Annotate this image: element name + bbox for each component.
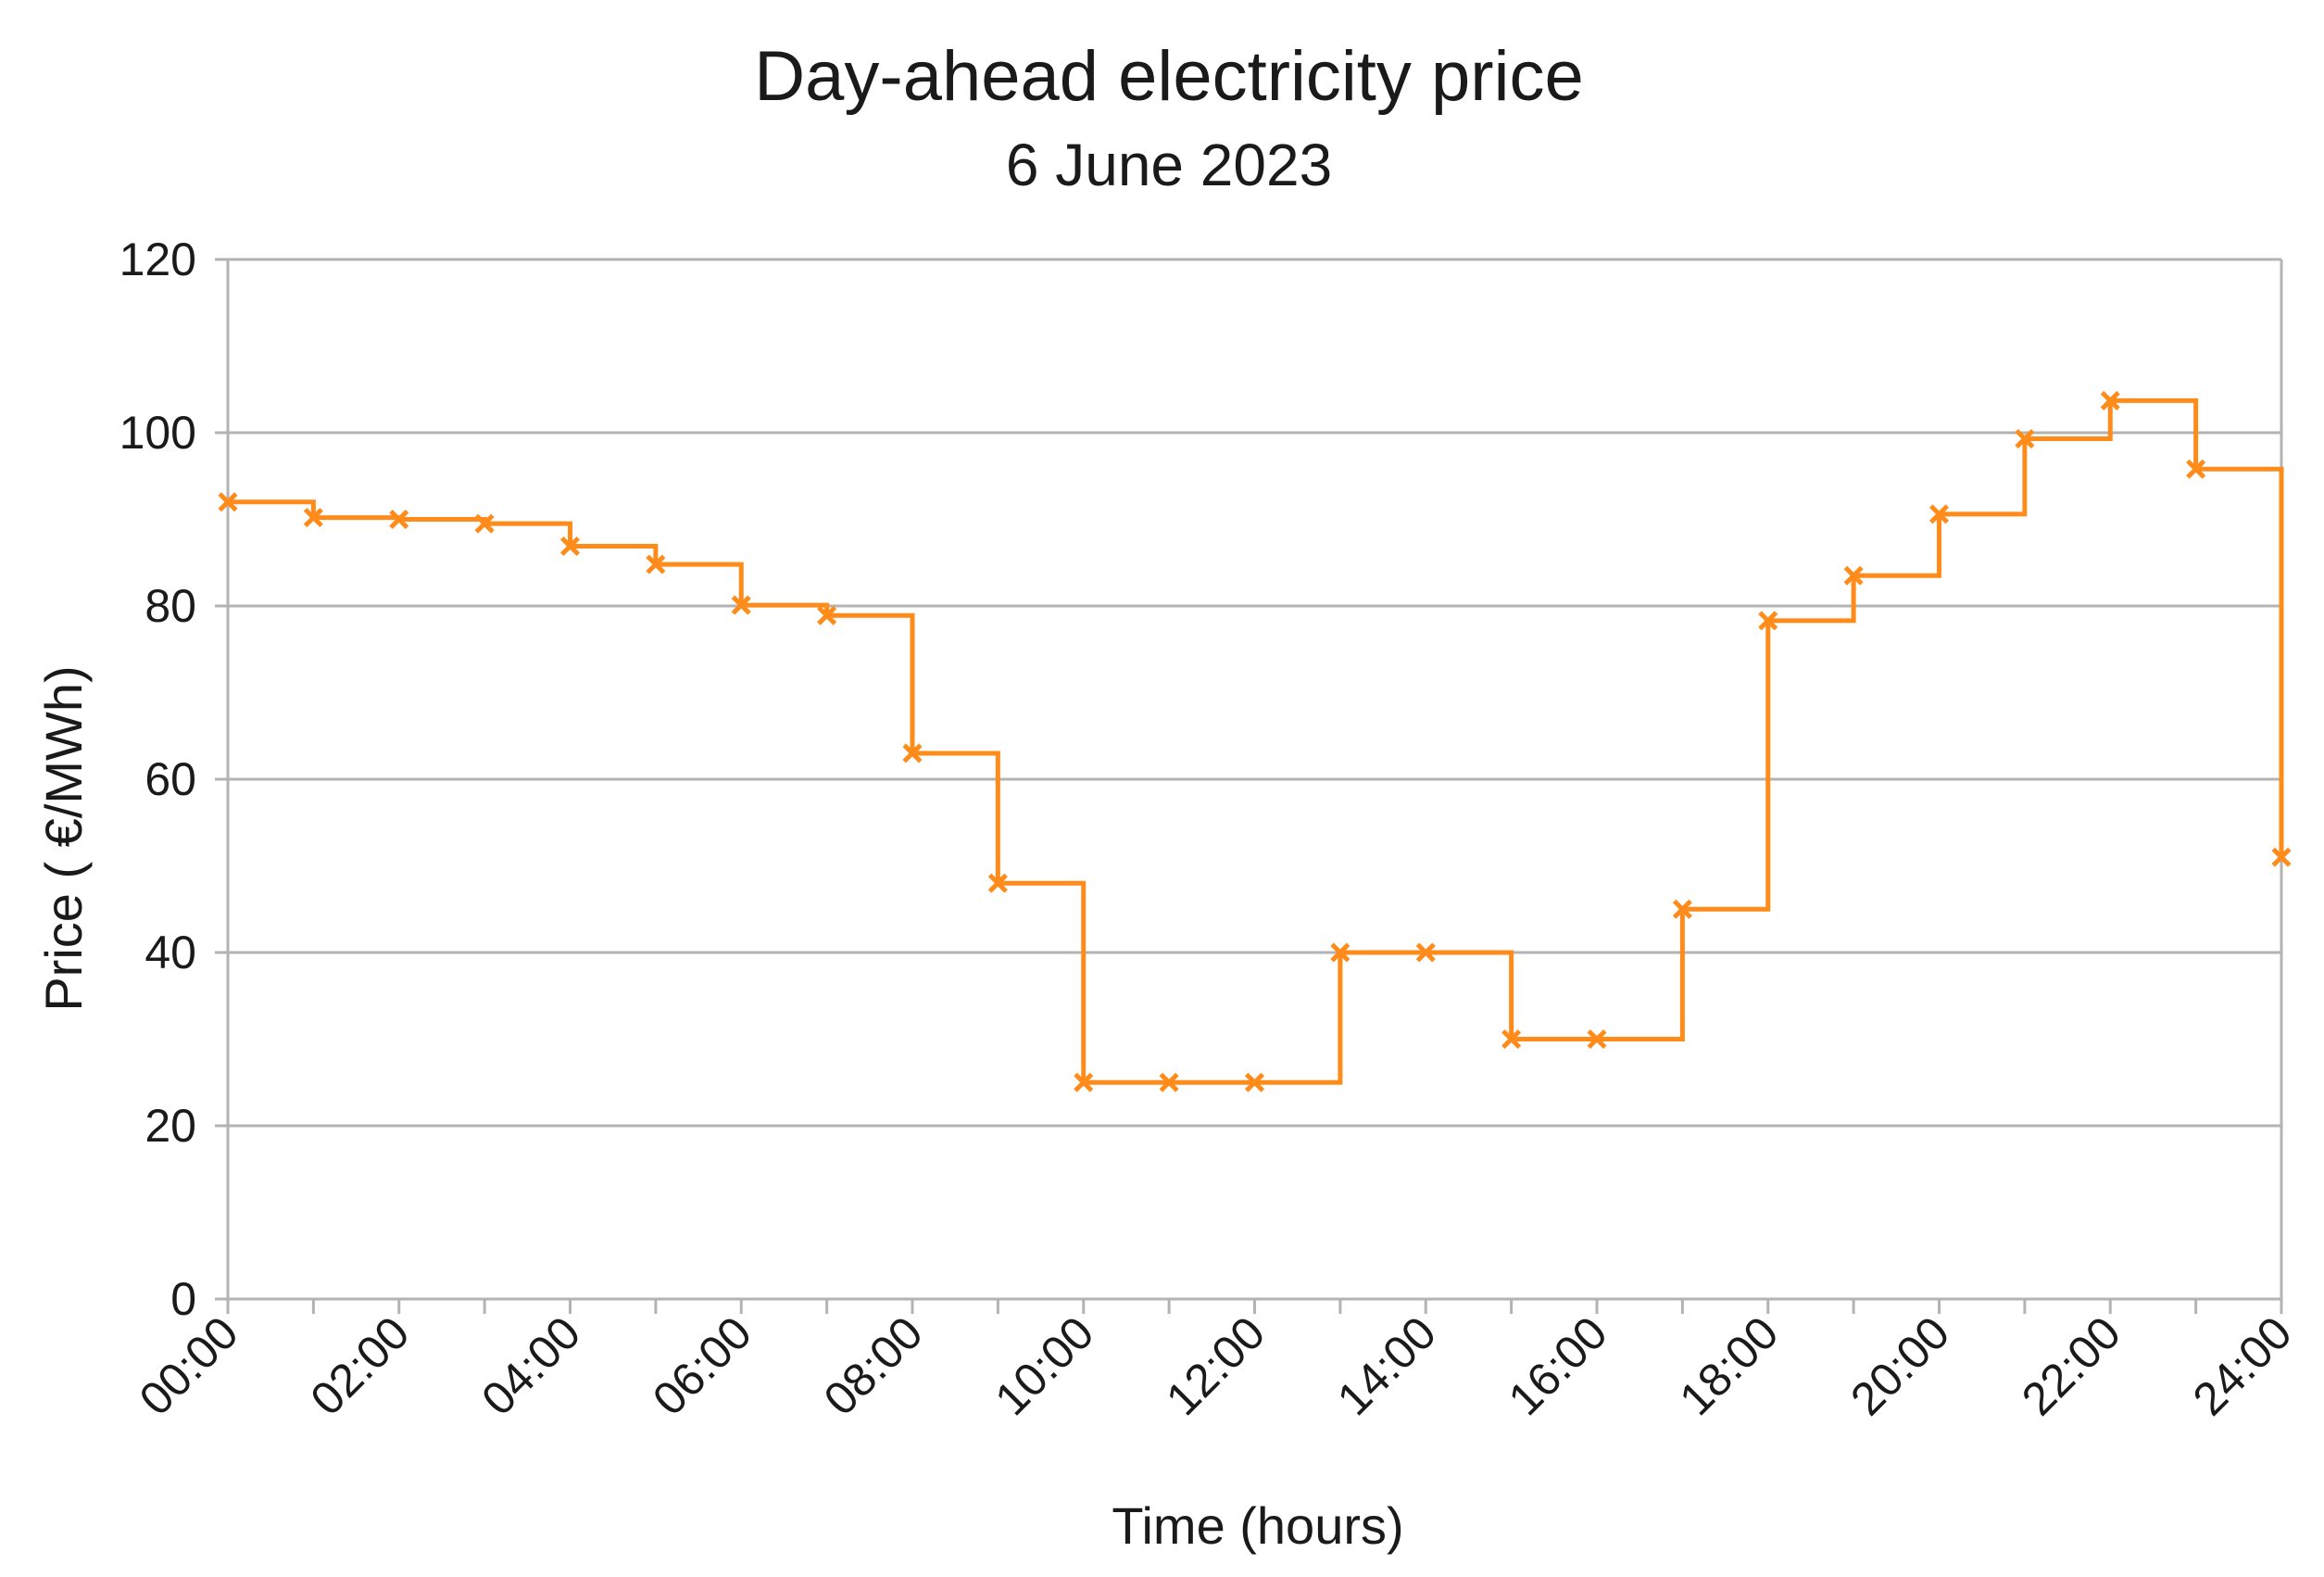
y-tick-label: 100 xyxy=(119,407,196,459)
marker-stroke xyxy=(817,605,837,625)
x-tick-label: 18:00 xyxy=(1669,1306,1788,1425)
data-point-marker xyxy=(389,509,409,530)
data-point-marker xyxy=(2186,459,2206,479)
x-tick-label: 16:00 xyxy=(1499,1306,1617,1425)
y-tick-label: 80 xyxy=(144,580,196,632)
marker-stroke xyxy=(902,743,923,763)
data-point-marker xyxy=(1758,611,1778,631)
data-point-marker xyxy=(2271,847,2292,867)
marker-stroke xyxy=(1074,1072,1094,1092)
x-tick-label: 10:00 xyxy=(985,1306,1103,1425)
marker-stroke xyxy=(731,595,751,615)
x-tick-label: 20:00 xyxy=(1840,1306,1959,1425)
marker-stroke xyxy=(559,536,581,557)
data-point-marker xyxy=(1159,1072,1179,1092)
data-point-marker xyxy=(1587,1028,1607,1050)
data-point-marker xyxy=(2100,390,2120,410)
x-tick-label: 22:00 xyxy=(2012,1306,2130,1425)
data-point-marker xyxy=(902,743,923,763)
y-axis-label: Price ( €/MWh) xyxy=(34,665,93,1011)
data-point-marker xyxy=(303,508,323,528)
marker-stroke xyxy=(2015,429,2035,449)
marker-stroke xyxy=(303,508,323,528)
y-tick-label: 0 xyxy=(170,1273,196,1325)
marker-stroke xyxy=(1159,1072,1179,1092)
chart-title: Day-ahead electricity price xyxy=(754,37,1584,116)
marker-stroke xyxy=(1672,899,1692,919)
chart-subtitle: 6 June 2023 xyxy=(1006,132,1332,198)
axes xyxy=(215,258,2283,1314)
marker-stroke xyxy=(218,492,238,512)
data-point-marker xyxy=(731,595,751,615)
data-point-marker xyxy=(1928,504,1950,524)
series-price xyxy=(218,390,2292,1092)
x-tick-label: 08:00 xyxy=(814,1306,933,1425)
data-point-marker xyxy=(1244,1072,1265,1092)
marker-stroke xyxy=(1843,565,1864,586)
y-tick-label: 20 xyxy=(144,1100,196,1152)
marker-stroke xyxy=(646,554,666,574)
data-point-marker xyxy=(474,513,495,534)
gridlines xyxy=(228,258,2281,1128)
price-step-line xyxy=(228,397,2284,1085)
marker-stroke xyxy=(987,873,1008,893)
x-tick-labels: 00:00 02:00 04:00 06:00 08:00 10:00 12:00 14:00… xyxy=(130,1306,2302,1425)
x-tick-label: 14:00 xyxy=(1327,1306,1446,1425)
data-point-marker xyxy=(1415,942,1436,963)
data-point-marker xyxy=(1843,565,1864,586)
marker-stroke xyxy=(1501,1028,1522,1050)
marker-stroke xyxy=(2100,390,2120,410)
marker-stroke xyxy=(1415,942,1436,963)
y-tick-label: 120 xyxy=(119,233,196,285)
marker-stroke xyxy=(389,509,409,530)
x-tick-label: 24:00 xyxy=(2183,1306,2302,1425)
data-point-marker xyxy=(646,554,666,574)
data-point-marker xyxy=(2015,429,2035,449)
x-axis-label: Time (hours) xyxy=(1112,1496,1403,1555)
y-tick-label: 40 xyxy=(144,927,196,978)
marker-stroke xyxy=(1928,504,1950,524)
data-point-marker xyxy=(1074,1072,1094,1092)
marker-stroke xyxy=(2186,459,2206,479)
x-tick-label: 04:00 xyxy=(471,1306,590,1425)
x-tick-label: 02:00 xyxy=(300,1306,419,1425)
data-point-marker xyxy=(218,492,238,512)
marker-stroke xyxy=(2271,847,2292,867)
data-point-marker xyxy=(987,873,1008,893)
data-point-marker xyxy=(817,605,837,625)
x-tick-label: 12:00 xyxy=(1156,1306,1275,1425)
data-point-marker xyxy=(1330,942,1350,963)
marker-stroke xyxy=(1244,1072,1265,1092)
data-point-marker xyxy=(1501,1028,1522,1050)
marker-stroke xyxy=(1330,942,1350,963)
marker-stroke xyxy=(474,513,495,534)
data-point-marker xyxy=(559,536,581,557)
x-tick-label: 06:00 xyxy=(643,1306,761,1425)
marker-stroke xyxy=(1587,1028,1607,1050)
marker-stroke xyxy=(1758,611,1778,631)
y-tick-label: 60 xyxy=(144,753,196,805)
y-tick-labels: 0 20 40 60 80 100 120 xyxy=(119,233,196,1325)
data-point-marker xyxy=(1672,899,1692,919)
